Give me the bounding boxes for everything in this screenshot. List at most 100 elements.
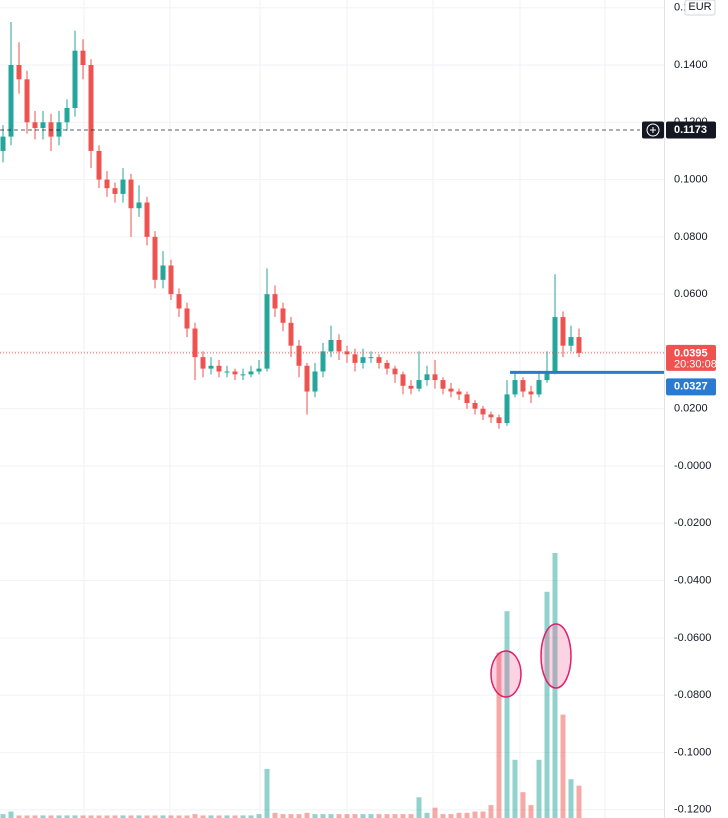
countdown-label: 20:30:08 [674, 358, 717, 370]
volume-bar [312, 814, 318, 818]
candle-body [568, 337, 574, 346]
candle-body [88, 65, 94, 151]
currency-label: EUR [688, 1, 711, 13]
volume-bar [568, 779, 574, 818]
y-tick-label: -0.1200 [674, 804, 711, 816]
candle-body [440, 380, 446, 389]
volume-bar [576, 785, 582, 818]
candle-body [496, 417, 502, 424]
candle-body [24, 79, 30, 123]
candle-body [64, 107, 70, 123]
volume-bar [200, 815, 206, 818]
candle-body [176, 294, 182, 309]
candle-body [560, 317, 566, 346]
volume-bar [184, 815, 190, 818]
candle-body [184, 308, 190, 329]
candle-body [264, 294, 270, 369]
candle-body [112, 188, 118, 194]
price-label: 0.0327 [674, 381, 708, 393]
candle-body [480, 408, 486, 415]
volume-bar [288, 814, 294, 818]
candle-body [456, 391, 462, 395]
candle-body [544, 371, 550, 381]
price-badge [666, 344, 716, 371]
volume-bar [528, 805, 534, 818]
volume-bar [104, 815, 110, 818]
candle-body [248, 371, 254, 375]
candle-body [168, 265, 174, 295]
volume-bar [240, 815, 246, 818]
candle-body [192, 328, 198, 358]
volume-bar [424, 812, 430, 818]
volume-bar [304, 812, 310, 818]
volume-bar [280, 814, 286, 818]
volume-bar [496, 652, 502, 818]
candle-body [256, 368, 262, 372]
volume-bar [336, 814, 342, 818]
volume-bar [0, 814, 6, 818]
candle-body [424, 374, 430, 381]
volume-bar [408, 814, 414, 818]
candle-body [416, 380, 422, 389]
y-tick-label: 0.0200 [674, 403, 708, 415]
volume-bar [160, 815, 166, 818]
volume-bar [32, 815, 38, 818]
candle-body [448, 388, 454, 392]
candle-body [272, 294, 278, 309]
volume-bar [416, 797, 422, 818]
volume-bar [208, 815, 214, 818]
volume-bar [456, 812, 462, 818]
candle-body [392, 368, 398, 375]
volume-bar [192, 814, 198, 818]
volume-bar [256, 814, 262, 818]
volume-bar [384, 814, 390, 818]
plus-icon [646, 123, 660, 137]
y-tick-label: -0.0200 [674, 517, 711, 529]
candle-body [200, 357, 206, 369]
volume-bar [352, 814, 358, 818]
candle-body [56, 122, 62, 137]
volume-bar [24, 815, 30, 818]
volume-bar [80, 815, 86, 818]
y-tick-label: 0.0600 [674, 288, 708, 300]
candle-body [352, 354, 358, 363]
highlight-ellipse [540, 623, 572, 689]
volume-bar [504, 611, 510, 818]
candle-body [8, 65, 14, 137]
y-tick-label: -0.0000 [674, 460, 711, 472]
y-tick-label: -0.0400 [674, 574, 711, 586]
volume-bar [56, 815, 62, 818]
volume-bar [8, 811, 14, 818]
highlight-ellipse [490, 650, 522, 698]
price-label: 0.1173 [674, 124, 707, 136]
volume-bar [176, 815, 182, 818]
volume-bar [400, 814, 406, 818]
price-label: 0.0395 [674, 347, 708, 359]
volume-bar [232, 815, 238, 818]
candle-body [40, 122, 46, 129]
volume-bar [520, 792, 526, 818]
volume-bar [368, 814, 374, 818]
candle-body [224, 371, 230, 373]
candle-body [344, 351, 350, 355]
y-tick-label: -0.0800 [674, 689, 711, 701]
y-tick-label: 0.0800 [674, 231, 708, 243]
candle-body [72, 50, 78, 108]
plus-icon [650, 127, 656, 134]
candle-body [408, 385, 414, 389]
volume-bar [224, 815, 230, 818]
candle-body [280, 308, 286, 323]
volume-bar [48, 815, 54, 818]
candle-body [80, 50, 86, 66]
volume-bar [328, 814, 334, 818]
y-tick-label: 0.1400 [674, 59, 708, 71]
volume-bar [464, 812, 470, 818]
candle-body [368, 357, 374, 359]
candle-body [128, 179, 134, 209]
candle-body [384, 362, 390, 369]
y-tick-label: -0.1000 [674, 746, 711, 758]
candle-body [304, 365, 310, 392]
volume-bar [64, 815, 70, 818]
volume-bar [320, 814, 326, 818]
volume-bar [248, 815, 254, 818]
